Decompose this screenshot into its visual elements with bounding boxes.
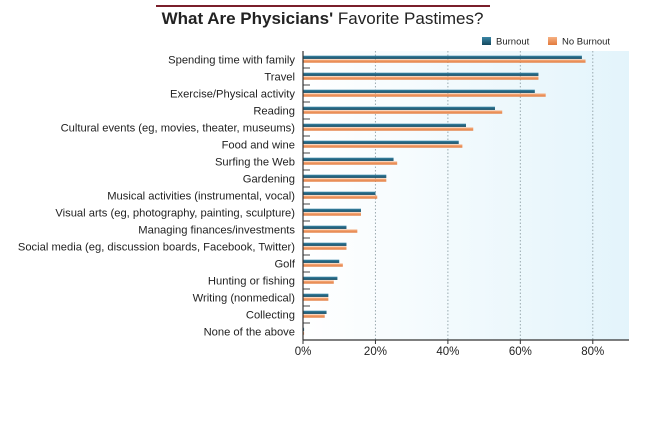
title-rule <box>156 5 490 7</box>
x-tick-label: 40% <box>436 346 459 358</box>
x-tick-label: 0% <box>295 346 312 358</box>
category-label: Managing finances/investments <box>138 225 295 237</box>
legend-label: Burnout <box>496 37 530 48</box>
legend-label: No Burnout <box>562 37 610 48</box>
bar-burnout <box>303 225 347 229</box>
chart-title: What Are Physicians' Favorite Pastimes? <box>0 9 645 29</box>
bar-burnout <box>303 140 459 144</box>
legend-swatch-burnout <box>482 37 491 45</box>
bar-no-burnout <box>303 263 343 267</box>
bar-burnout <box>303 276 338 280</box>
bar-no-burnout <box>303 297 329 301</box>
x-tick-label: 20% <box>364 346 387 358</box>
bar-burnout <box>303 55 582 59</box>
bar-no-burnout <box>303 161 398 165</box>
bar-burnout <box>303 208 361 212</box>
bar-burnout <box>303 157 394 161</box>
category-label: Hunting or fishing <box>208 276 295 288</box>
bar-no-burnout <box>303 76 539 80</box>
bar-no-burnout <box>303 178 387 182</box>
category-label: None of the above <box>204 327 295 339</box>
x-tick-label: 60% <box>509 346 532 358</box>
x-tick-label: 80% <box>581 346 604 358</box>
category-label: Musical activities (instrumental, vocal) <box>107 191 295 203</box>
category-label: Golf <box>274 259 295 271</box>
category-label: Social media (eg, discussion boards, Fac… <box>18 242 295 254</box>
bar-no-burnout <box>303 314 325 318</box>
bar-no-burnout <box>303 229 358 233</box>
category-label: Gardening <box>243 174 295 186</box>
category-label: Travel <box>264 72 295 84</box>
bar-no-burnout <box>303 280 334 284</box>
bar-no-burnout <box>303 246 347 250</box>
bar-no-burnout <box>303 93 546 97</box>
chart-title-bold: What Are Physicians' <box>161 9 334 28</box>
category-label: Writing (nonmedical) <box>193 293 296 305</box>
category-label: Collecting <box>246 310 295 322</box>
bar-burnout <box>303 89 535 93</box>
bar-no-burnout <box>303 144 463 148</box>
category-label: Visual arts (eg, photography, painting, … <box>55 208 295 220</box>
bar-burnout <box>303 191 376 195</box>
bar-burnout <box>303 242 347 246</box>
bar-burnout <box>303 123 466 127</box>
category-label: Spending time with family <box>168 55 295 67</box>
bar-burnout <box>303 259 340 263</box>
bar-burnout <box>303 106 495 110</box>
bar-burnout <box>303 174 387 178</box>
bar-burnout <box>303 310 327 314</box>
legend-swatch-no-burnout <box>548 37 557 45</box>
bar-no-burnout <box>303 59 586 63</box>
category-label: Exercise/Physical activity <box>170 89 295 101</box>
bar-no-burnout <box>303 212 361 216</box>
chart-title-regular: Favorite Pastimes? <box>337 9 484 28</box>
category-label: Surfing the Web <box>215 157 295 169</box>
category-label: Cultural events (eg, movies, theater, mu… <box>61 123 296 135</box>
category-label: Food and wine <box>222 140 295 152</box>
bar-burnout <box>303 72 539 76</box>
category-label: Reading <box>253 106 295 118</box>
bar-no-burnout <box>303 110 503 114</box>
bar-no-burnout <box>303 127 474 131</box>
bar-no-burnout <box>303 195 378 199</box>
bar-burnout <box>303 293 329 297</box>
